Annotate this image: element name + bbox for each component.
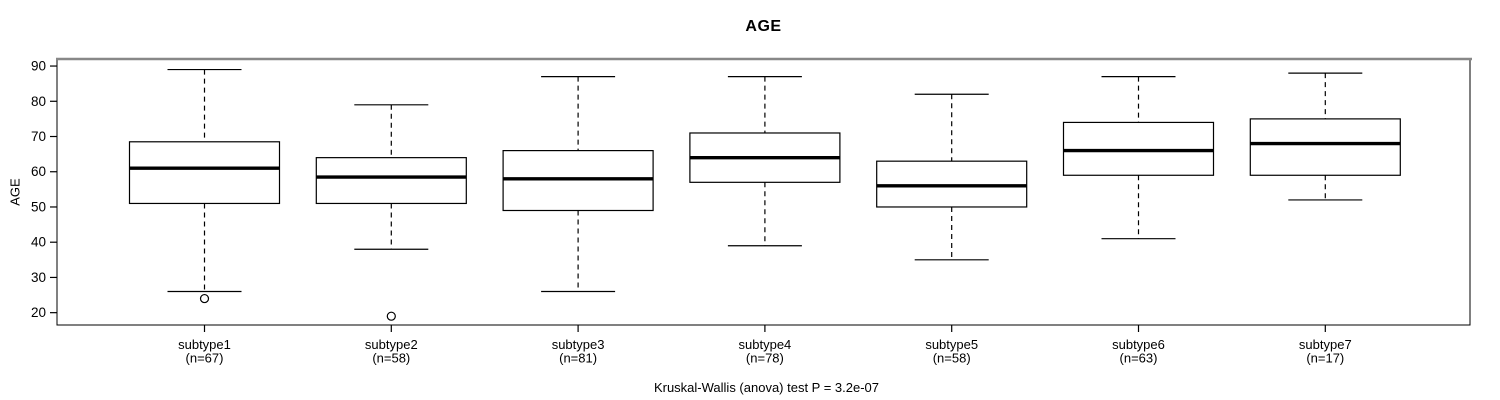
y-axis-tick-label: 60 — [31, 164, 46, 179]
group-n-label: (n=17) — [1306, 351, 1344, 366]
group-n-label: (n=58) — [933, 351, 971, 366]
chart-title: AGE — [745, 18, 782, 35]
y-axis-tick-label: 20 — [31, 305, 46, 320]
y-axis-tick-label: 30 — [31, 270, 46, 285]
iqr-box — [502, 150, 654, 212]
iqr-box — [315, 157, 467, 205]
y-axis-tick-label: 80 — [31, 94, 46, 109]
stat-test-annotation: Kruskal-Wallis (anova) test P = 3.2e-07 — [653, 380, 880, 395]
group-label: subtype1 — [178, 337, 231, 352]
group-n-label: (n=58) — [372, 351, 410, 366]
outlier-point — [386, 311, 396, 321]
outlier-point — [199, 293, 210, 304]
y-axis-tick-label: 40 — [31, 235, 46, 250]
y-axis-tick-label: 70 — [31, 129, 46, 144]
group-label: subtype3 — [552, 337, 605, 352]
iqr-box — [128, 141, 281, 205]
iqr-box — [1062, 121, 1215, 176]
group-label: subtype4 — [739, 337, 792, 352]
group-n-label: (n=81) — [559, 351, 597, 366]
iqr-box — [1249, 118, 1401, 176]
group-label: subtype2 — [365, 337, 418, 352]
group-n-label: (n=63) — [1120, 351, 1158, 366]
group-label: subtype7 — [1299, 337, 1352, 352]
group-n-label: (n=67) — [186, 351, 224, 366]
iqr-box — [876, 160, 1028, 208]
group-label: subtype5 — [925, 337, 978, 352]
y-axis-tick-label: 50 — [31, 199, 46, 214]
group-label: subtype6 — [1112, 337, 1165, 352]
y-axis-tick-label: 90 — [31, 59, 46, 74]
group-n-label: (n=78) — [746, 351, 784, 366]
